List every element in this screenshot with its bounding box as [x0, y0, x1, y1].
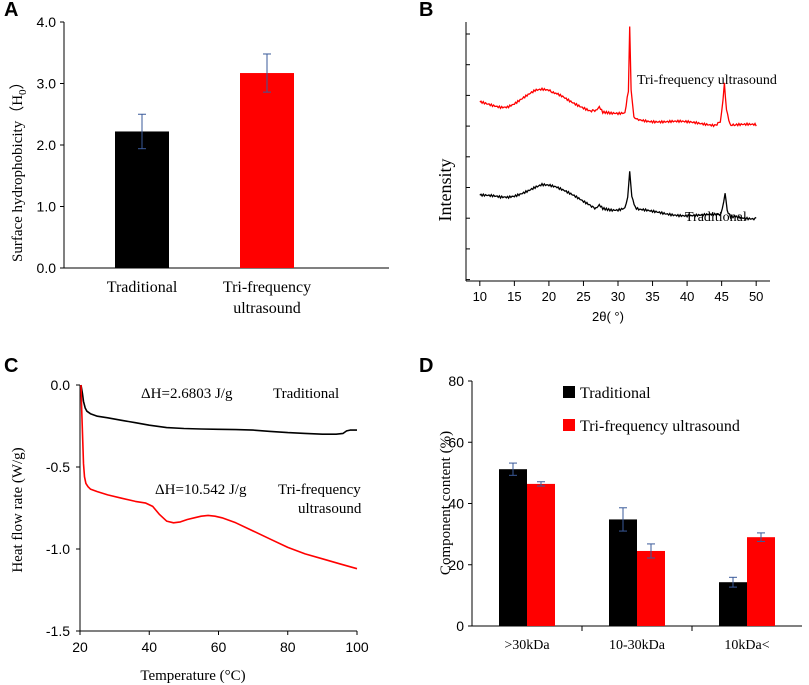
- chart-b-xtick-label: 25: [576, 289, 590, 304]
- chart-c-us-label-2: ultrasound: [298, 501, 362, 517]
- chart-c-us-label-1: Tri-frequency: [278, 482, 361, 498]
- chart-d-bar: [719, 582, 747, 626]
- chart-c-xtick-label: 40: [141, 639, 157, 655]
- chart-d-category-label: >30kDa: [504, 638, 550, 653]
- chart-b-xtick-label: 10: [473, 289, 487, 304]
- chart-c-xtick-label: 100: [345, 639, 369, 655]
- chart-d-ylabel: Component content (%): [438, 431, 454, 575]
- chart-c-trad-dh: ΔH=2.6803 J/g: [141, 386, 233, 402]
- chart-b-annotation-ultrasound: Tri-frequency ultrasound: [637, 73, 777, 88]
- chart-c-ytick-label: -1.5: [46, 623, 70, 639]
- chart-b-xtick-label: 40: [680, 289, 694, 304]
- chart-b-series-line: [479, 171, 757, 221]
- panel-letter-a: A: [4, 0, 18, 21]
- chart-a-category-label: Tri-frequency: [223, 279, 311, 296]
- chart-b-xtick-label: 30: [611, 289, 625, 304]
- chart-c-xtick-label: 60: [211, 639, 227, 655]
- chart-b: Intensity 2θ( °) Tri-frequency ultrasoun…: [435, 22, 777, 324]
- chart-c-xtick-label: 20: [72, 639, 88, 655]
- chart-b-xtick-label: 50: [749, 289, 763, 304]
- chart-b-ylabel: Intensity: [435, 159, 455, 222]
- chart-b-xtick-label: 45: [714, 289, 728, 304]
- chart-d-bar: [499, 469, 527, 626]
- chart-d-ytick-label: 0: [456, 618, 464, 634]
- chart-c: Heat flow rate (W/g) Temperature (°C) ΔH…: [10, 377, 369, 684]
- chart-a-ylabel: Surface hydrophobicity（H0）: [9, 74, 29, 262]
- chart-b-xtick-label: 15: [507, 289, 521, 304]
- chart-c-us-dh: ΔH=10.542 J/g: [155, 482, 247, 498]
- chart-d-legend-swatch: [563, 386, 575, 398]
- chart-a-ytick-label: 4.0: [37, 14, 57, 30]
- chart-b-xtick-label: 20: [542, 289, 556, 304]
- chart-d-bar: [637, 550, 665, 626]
- chart-d-legend-label: Traditional: [580, 385, 651, 402]
- chart-b-annotation-traditional: Traditional: [685, 210, 747, 225]
- chart-d-legend-swatch: [563, 419, 575, 431]
- panel-letter-c: C: [4, 355, 18, 377]
- chart-c-ytick-label: -1.0: [46, 541, 70, 557]
- chart-a-bar: [240, 73, 294, 268]
- chart-c-ytick-label: -0.5: [46, 459, 70, 475]
- chart-d-ytick-label: 20: [448, 557, 464, 573]
- chart-d-ytick-label: 40: [448, 496, 464, 512]
- chart-d-legend-label: Tri-frequency ultrasound: [580, 418, 740, 435]
- chart-a: Surface hydrophobicity（H0） 0.0 1.0 2.0 3.0 4…: [9, 14, 389, 317]
- chart-d: Component content (%) 0 20 40 60 80 >30kDa 10-…: [438, 373, 802, 653]
- panel-letter-d: D: [419, 355, 433, 377]
- chart-b-xtick-label: 35: [645, 289, 659, 304]
- chart-c-series-line: [80, 384, 357, 435]
- chart-c-ylabel: Heat flow rate (W/g): [10, 447, 26, 572]
- chart-a-bar: [115, 131, 169, 268]
- chart-a-category-label-line2: ultrasound: [233, 300, 301, 317]
- chart-a-ytick-label: 2.0: [37, 137, 57, 153]
- chart-c-series-line: [80, 384, 358, 570]
- panel-letter-b: B: [419, 0, 433, 21]
- chart-a-ytick-label: 1.0: [37, 199, 57, 215]
- chart-a-category-label: Traditional: [107, 279, 178, 296]
- chart-d-bar: [747, 537, 775, 626]
- chart-a-ytick-label: 0.0: [37, 260, 57, 276]
- chart-d-ytick-label: 60: [448, 434, 464, 450]
- chart-d-ytick-label: 80: [448, 373, 464, 389]
- chart-d-category-label: 10kDa<: [724, 638, 769, 653]
- chart-d-bar: [609, 519, 637, 626]
- chart-c-ytick-label: 0.0: [51, 377, 71, 393]
- chart-d-category-label: 10-30kDa: [609, 638, 666, 653]
- chart-c-xlabel: Temperature (°C): [140, 668, 245, 684]
- chart-a-ytick-label: 3.0: [37, 76, 57, 92]
- chart-c-trad-label: Traditional: [273, 386, 339, 402]
- chart-d-bar: [527, 483, 555, 626]
- chart-b-xlabel: 2θ( °): [592, 309, 624, 324]
- chart-b-series-line: [479, 26, 757, 128]
- chart-c-xtick-label: 80: [280, 639, 296, 655]
